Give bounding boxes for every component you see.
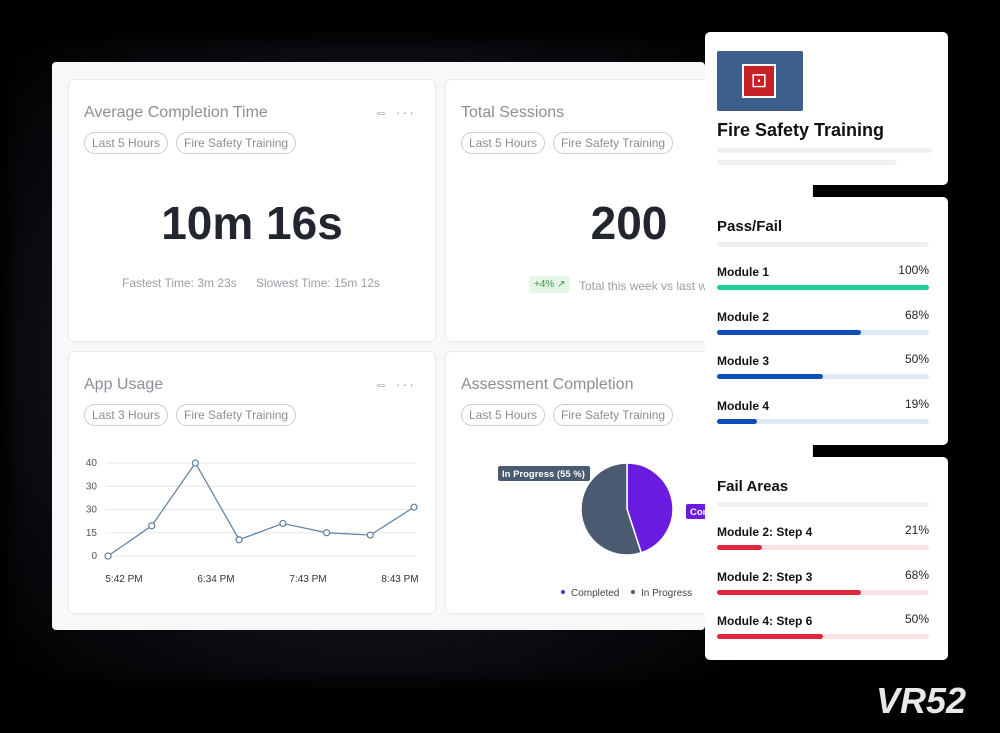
- bar-track: [717, 329, 929, 335]
- card-title: App Usage: [84, 376, 164, 393]
- watermark: VR52: [876, 680, 967, 721]
- x-tick-label: 8:43 PM: [381, 574, 418, 585]
- pie-slice: [580, 462, 643, 556]
- usage-card: App Usage ⇔ ··· Last 3 Hours Fire Safety …: [68, 351, 436, 614]
- point: [235, 536, 243, 544]
- callout-label: In Progress (55 %): [502, 469, 585, 480]
- bar-track: [717, 285, 929, 290]
- course-title: Fire Safety Training: [717, 120, 885, 140]
- tag[interactable]: Last 3 Hours: [84, 404, 169, 426]
- row-value: 21%: [904, 523, 929, 537]
- row-value: 100%: [898, 263, 929, 277]
- x-tick-label: 5:42 PM: [105, 574, 142, 585]
- fastest: Fastest Time: 3m 23s: [122, 276, 237, 290]
- course-panel: ⊡ Fire Safety Training: [705, 32, 948, 185]
- row-value: 68%: [904, 567, 929, 582]
- row-label: Module 2: Step 3: [717, 569, 813, 584]
- row-label: Module 2: [717, 309, 770, 324]
- bar: [717, 285, 929, 290]
- placeholder: [717, 242, 929, 247]
- y-tick-label: 30: [86, 481, 98, 492]
- y-tick-label: 30: [86, 505, 98, 516]
- card-title: Assessment Completion: [461, 376, 634, 393]
- card-icons[interactable]: ⇔ ···: [374, 104, 416, 120]
- legend-dot: [631, 590, 635, 594]
- row-label: Module 4: [717, 399, 770, 414]
- point: [279, 519, 287, 528]
- panel-title: Pass/Fail: [717, 218, 783, 235]
- placeholder: [717, 160, 897, 165]
- tags: Last 5 Hours Fire Safety Training: [84, 132, 304, 154]
- bar: [717, 419, 758, 425]
- value: 10m 16s: [161, 197, 343, 249]
- placeholder: [717, 502, 929, 507]
- change-badge: +4% ↗: [529, 276, 571, 293]
- avg-card: Average Completion Time ⇔ ··· Last 5 Hou…: [68, 79, 436, 342]
- bar-track: [717, 374, 929, 380]
- course-image: ⊡: [717, 51, 803, 111]
- panel-title: Fail Areas: [717, 478, 789, 495]
- passfail-panel: Pass/Fail Module 1 100% Module 2 68% Module …: [705, 197, 948, 445]
- legend-dot: [561, 590, 565, 594]
- point: [191, 459, 200, 467]
- y-tick-label: 15: [86, 528, 98, 539]
- tags: Last 3 Hours Fire Safety Training: [84, 404, 304, 426]
- tag[interactable]: Fire Safety Training: [553, 132, 674, 154]
- change: +4%: [534, 279, 555, 290]
- row-value: 19%: [904, 397, 929, 412]
- bar: [717, 545, 762, 550]
- tag[interactable]: Last 5 Hours: [84, 132, 169, 154]
- tag[interactable]: Fire Safety Training: [176, 132, 297, 154]
- x-tick-label: 6:34 PM: [197, 574, 234, 585]
- pie-slice: [626, 462, 674, 554]
- y-tick-label: 0: [91, 551, 97, 562]
- slowest: Slowest Time: 15m 12s: [256, 276, 381, 290]
- row-value: 50%: [904, 612, 929, 627]
- tags: Last 5 Hours Fire Safety Training: [461, 132, 681, 154]
- bar-track: [717, 589, 929, 595]
- bar-track: [717, 634, 929, 640]
- tag[interactable]: Last 5 Hours: [461, 404, 546, 426]
- y-tick-label: 40: [86, 458, 98, 469]
- callout-box: [498, 466, 590, 481]
- bar: [717, 329, 862, 335]
- placeholder: [717, 148, 932, 153]
- point: [322, 529, 331, 537]
- row-value: 50%: [904, 352, 929, 367]
- legend-label: In Progress: [641, 588, 692, 599]
- point: [410, 503, 418, 511]
- bar-track: [717, 419, 929, 425]
- point: [366, 531, 374, 539]
- tag[interactable]: Last 5 Hours: [461, 132, 546, 154]
- tag[interactable]: Fire Safety Training: [176, 404, 297, 426]
- line: [107, 461, 415, 557]
- card-icons[interactable]: ⇔ ···: [374, 376, 416, 392]
- point: [104, 552, 112, 560]
- card-title: Average Completion Time: [84, 104, 268, 121]
- row-label: Module 1: [717, 265, 770, 279]
- bar: [717, 589, 862, 595]
- bar: [717, 634, 823, 640]
- tags: Last 5 Hours Fire Safety Training: [461, 404, 681, 426]
- row-label: Module 3: [717, 354, 770, 369]
- tag[interactable]: Fire Safety Training: [553, 404, 674, 426]
- card-title: Total Sessions: [461, 104, 565, 121]
- row-label: Module 2: Step 4: [717, 525, 813, 539]
- bar-track: [717, 545, 929, 550]
- note: Total this week vs last week: [579, 279, 727, 293]
- value: 200: [590, 197, 668, 249]
- x-tick-label: 7:43 PM: [289, 574, 326, 585]
- row-label: Module 4: Step 6: [717, 614, 813, 629]
- row-value: 68%: [904, 307, 929, 322]
- bar: [717, 374, 823, 380]
- failareas-panel: Fail Areas Module 2: Step 4 21% Module 2: …: [705, 457, 948, 660]
- point: [148, 522, 156, 530]
- fire-icon: ⊡: [742, 64, 776, 98]
- legend-label: Completed: [571, 588, 619, 599]
